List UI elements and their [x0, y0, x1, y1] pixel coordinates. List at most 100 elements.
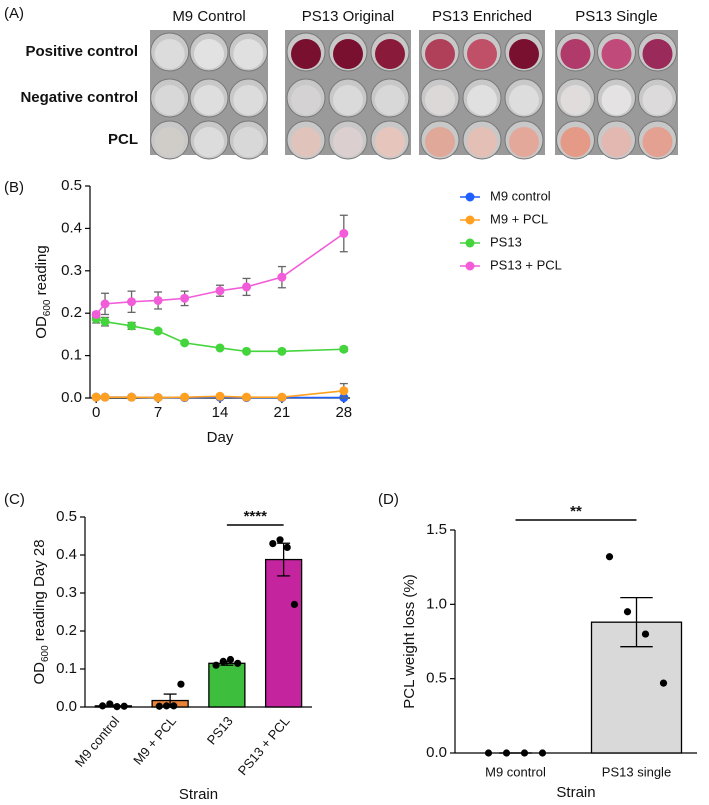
legend-marker	[465, 261, 475, 271]
data-point	[339, 386, 349, 396]
data-point	[276, 536, 284, 544]
data-point	[100, 299, 110, 309]
row-label: Positive control	[25, 43, 138, 60]
data-point	[242, 392, 252, 402]
data-point	[98, 702, 107, 710]
y-axis-title-part: PCL weight loss (%)	[401, 574, 418, 709]
y-tick-label: 1.5	[426, 521, 447, 538]
data-point	[127, 321, 137, 331]
well	[509, 127, 539, 157]
x-tick-label: M9 + PCL	[130, 713, 179, 767]
data-point	[339, 344, 349, 354]
y-tick-label: 1.0	[426, 595, 447, 612]
y-tick-label: 0.1	[56, 660, 77, 677]
legend-label: PS13	[490, 234, 522, 249]
bar	[208, 662, 246, 708]
y-tick-label: 0.2	[61, 304, 82, 321]
row-label: PCL	[108, 131, 138, 148]
data-point	[120, 702, 128, 710]
data-point	[100, 317, 110, 327]
data-point	[180, 392, 190, 402]
well	[194, 127, 224, 157]
data-point	[162, 702, 171, 710]
well	[642, 39, 673, 69]
data-point	[283, 543, 291, 552]
column-header: M9 Control	[172, 8, 245, 25]
well	[425, 127, 455, 157]
x-tick-label: 28	[335, 404, 352, 421]
well	[642, 85, 673, 115]
data-point	[177, 680, 185, 688]
data-point	[215, 391, 225, 401]
y-axis-title-part: 600	[40, 645, 51, 662]
x-tick-label: PS13	[204, 713, 236, 747]
data-point	[91, 309, 101, 319]
y-tick-label: 0.0	[426, 744, 447, 761]
well	[194, 85, 224, 115]
x-tick-label: PS13 + PCL	[235, 713, 293, 778]
y-axis-title-part: OD	[33, 316, 50, 339]
well	[375, 127, 405, 157]
well	[375, 39, 405, 69]
data-point	[269, 540, 277, 548]
data-point	[659, 679, 668, 687]
data-point	[127, 392, 137, 402]
well	[154, 127, 185, 157]
y-tick-label: 0.4	[61, 219, 82, 236]
y-tick-label: 0.3	[61, 262, 82, 279]
legend-label: PS13 + PCL	[490, 257, 562, 272]
panel-label: (A)	[4, 5, 24, 22]
y-axis-title: OD600 reading Day 28	[31, 539, 51, 684]
column-header: PS13 Original	[302, 8, 395, 25]
x-axis-title: Day	[207, 429, 234, 446]
y-tick-label: 0.3	[56, 584, 77, 601]
data-point	[113, 703, 121, 711]
row-label: Negative control	[20, 89, 138, 106]
x-tick-label: 0	[92, 404, 100, 421]
x-tick-label: 7	[154, 404, 162, 421]
well	[425, 39, 455, 69]
well	[333, 85, 363, 115]
data-point	[100, 392, 110, 402]
well	[601, 127, 632, 157]
data-point	[242, 282, 252, 292]
data-point	[641, 630, 650, 638]
legend-marker	[465, 192, 475, 202]
data-point	[180, 338, 190, 348]
y-axis-title-part: OD	[31, 662, 48, 685]
well	[233, 39, 264, 69]
well	[154, 39, 185, 69]
data-point	[520, 749, 529, 757]
y-axis-title-part: reading	[33, 245, 50, 299]
data-point	[277, 272, 287, 282]
legend-marker	[465, 238, 475, 248]
legend-marker	[465, 215, 475, 225]
panel-label: (B)	[4, 179, 24, 196]
data-point	[127, 297, 137, 307]
y-tick-label: 0.5	[56, 508, 77, 525]
well	[509, 85, 539, 115]
y-tick-label: 0.0	[61, 389, 82, 406]
x-tick-label: 14	[212, 404, 229, 421]
data-point	[623, 608, 632, 616]
data-point	[155, 702, 163, 710]
well	[509, 39, 539, 69]
data-point	[153, 326, 163, 336]
well	[601, 39, 632, 69]
well	[425, 85, 455, 115]
y-axis-title: PCL weight loss (%)	[401, 574, 418, 709]
well	[560, 127, 591, 157]
well	[291, 85, 321, 115]
data-point	[226, 655, 235, 664]
y-tick-label: 0.4	[56, 546, 77, 563]
data-point	[153, 393, 163, 403]
y-axis-title-part: reading Day 28	[31, 539, 48, 645]
data-point	[215, 343, 225, 353]
x-tick-label: 21	[274, 404, 291, 421]
x-axis-title: Strain	[179, 786, 218, 803]
well	[291, 127, 321, 157]
data-point	[538, 749, 547, 757]
data-point	[290, 600, 299, 609]
well	[467, 85, 497, 115]
